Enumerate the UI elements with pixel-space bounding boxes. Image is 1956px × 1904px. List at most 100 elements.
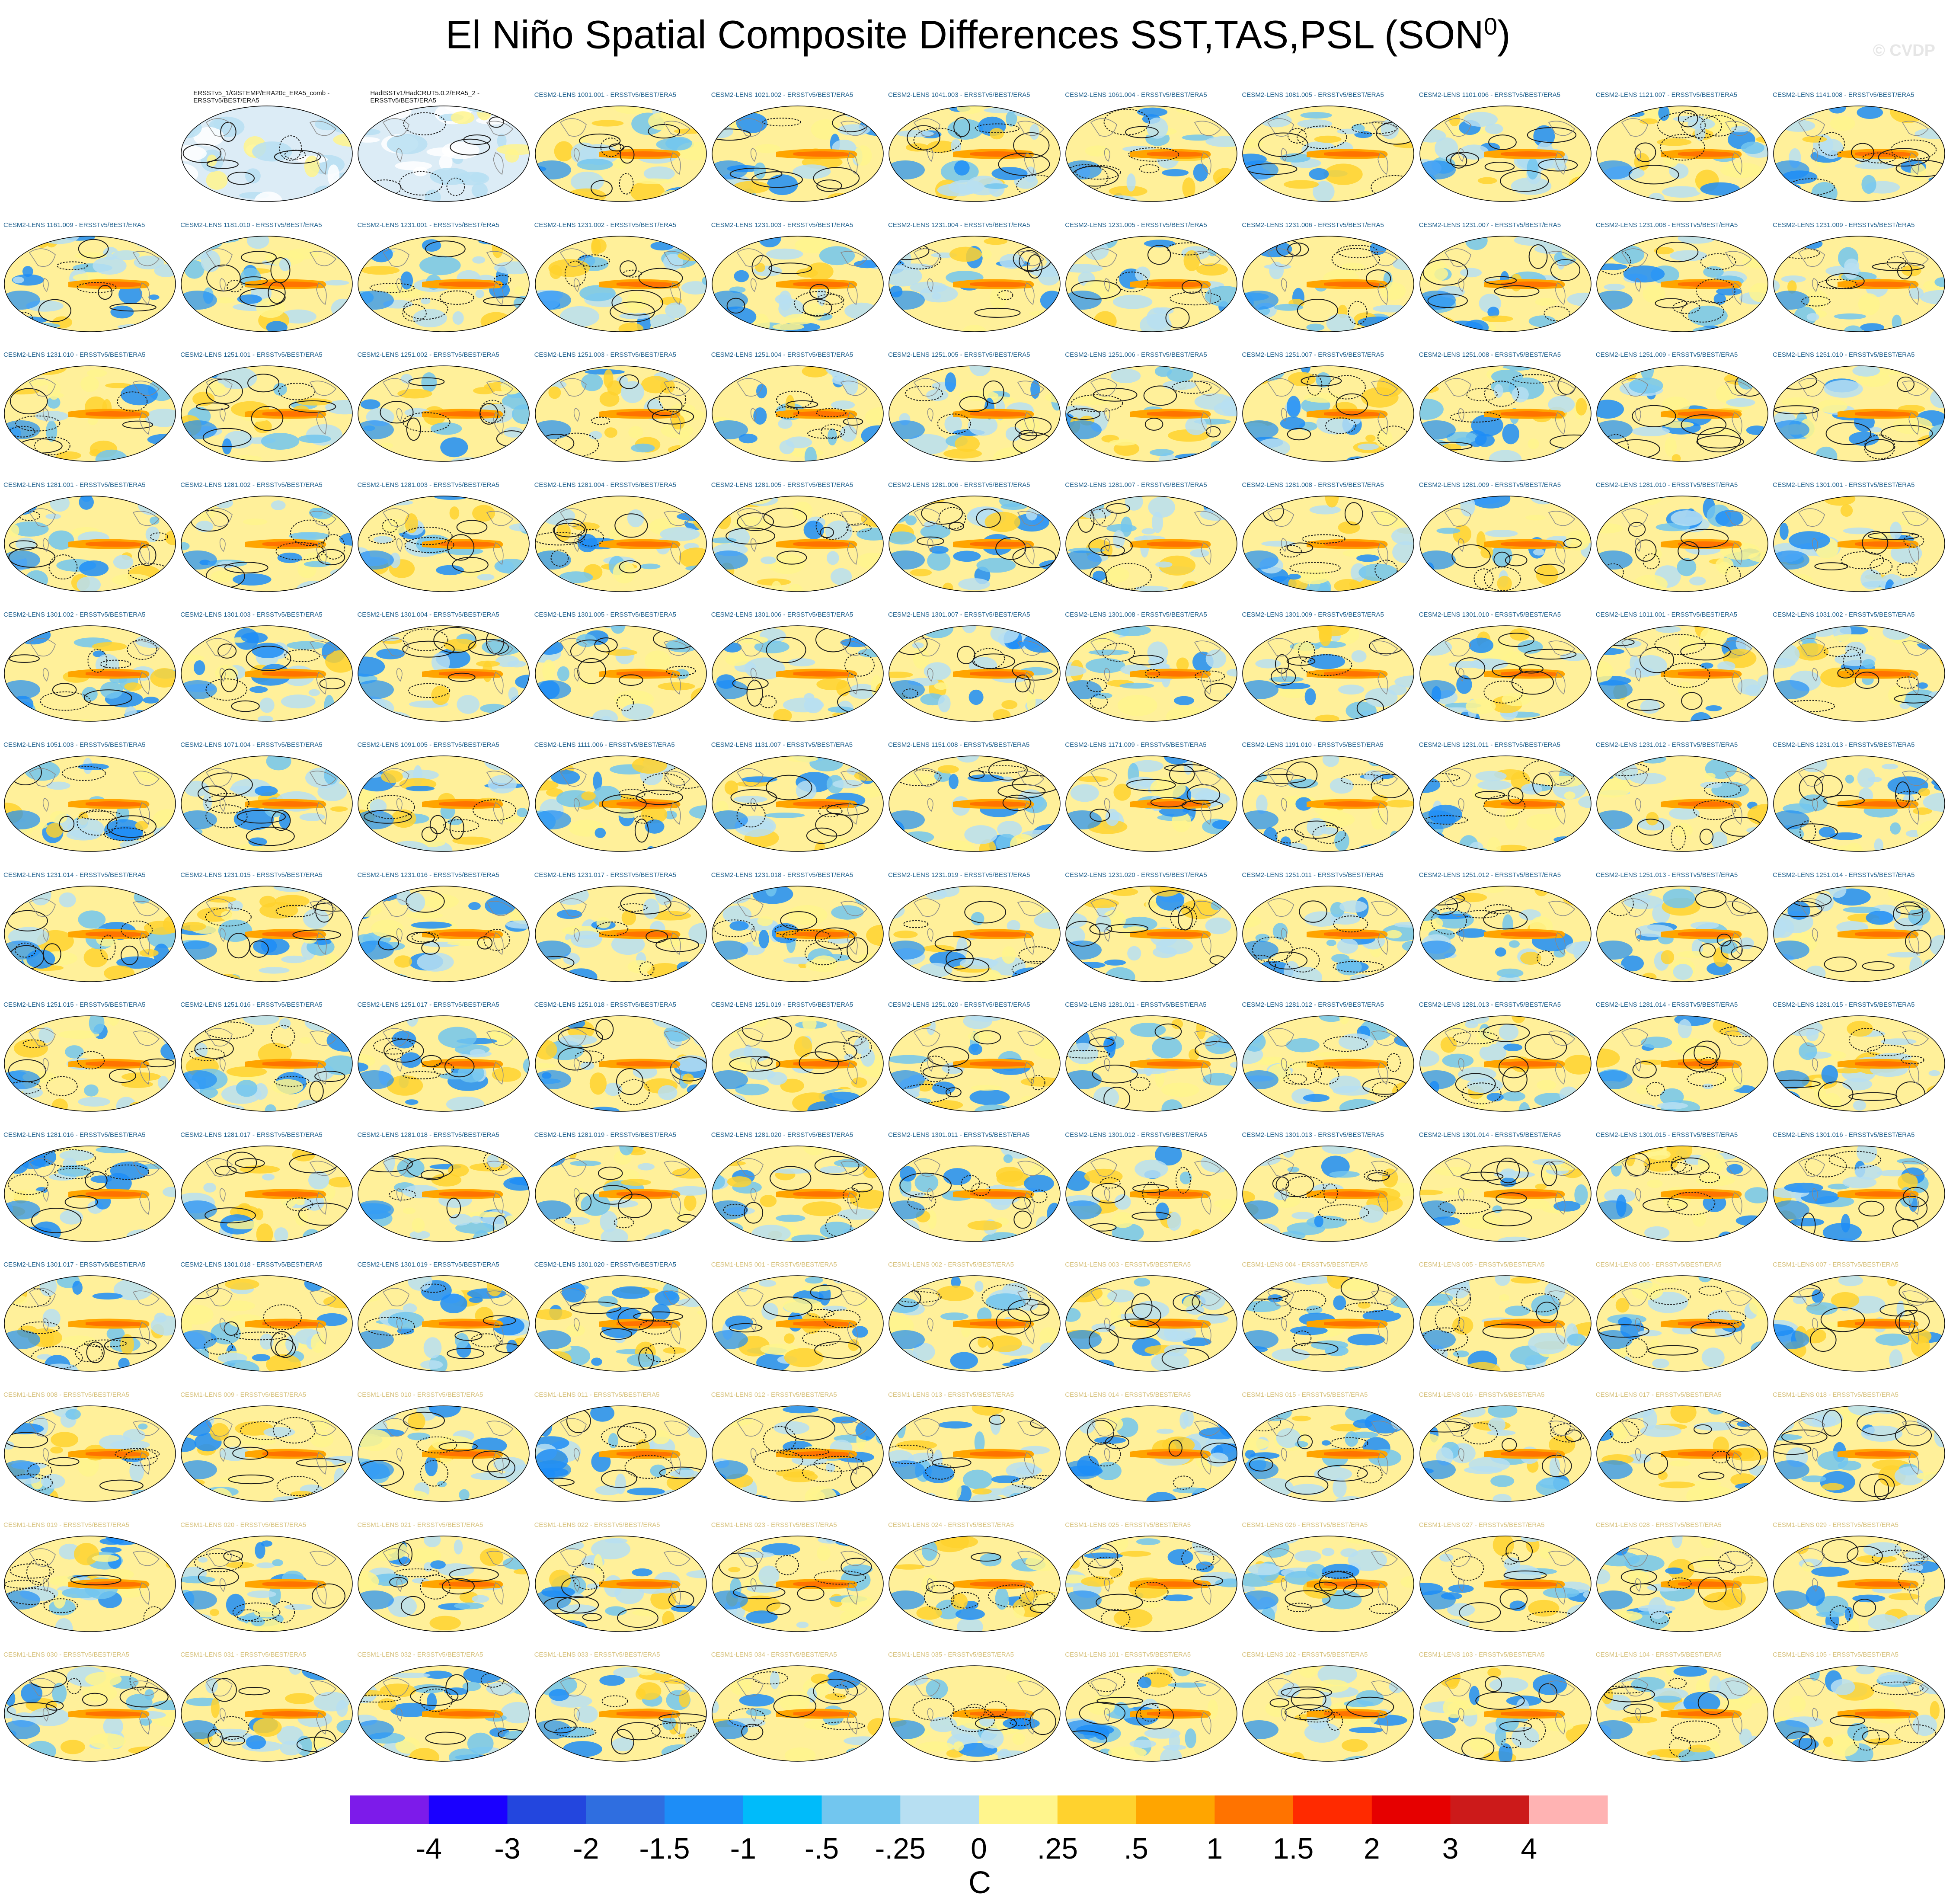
- panel-title: CESM1-LENS 002 - ERSSTv5/BEST/ERA5: [888, 1261, 1014, 1269]
- map-panel-10-2: [358, 1405, 530, 1502]
- panel-title: CESM2-LENS 1301.015 - ERSSTv5/BEST/ERA5: [1595, 1131, 1738, 1139]
- panel-title: CESM2-LENS 1231.017 - ERSSTv5/BEST/ERA5: [534, 871, 677, 879]
- panel-title: CESM2-LENS 1111.006 - ERSSTv5/BEST/ERA5: [534, 741, 675, 749]
- panel-title: CESM2-LENS 1281.009 - ERSSTv5/BEST/ERA5: [1419, 481, 1561, 489]
- map-panel-6-0: [4, 885, 176, 982]
- map-panel-8-9: [1596, 1146, 1768, 1242]
- map-panel-6-9: [1596, 885, 1768, 982]
- map-panel-0-6: [1065, 106, 1237, 202]
- map-panel-0-4: [712, 106, 884, 202]
- map-panel-4-2: [358, 625, 530, 722]
- map-panel-4-4: [712, 625, 884, 722]
- map-panel-5-9: [1596, 755, 1768, 852]
- panel-title: CESM2-LENS 1011.001 - ERSSTv5/BEST/ERA5: [1595, 611, 1738, 619]
- map-panel-5-5: [889, 755, 1061, 852]
- panel-title: CESM2-LENS 1061.004 - ERSSTv5/BEST/ERA5: [1065, 91, 1207, 99]
- colorbar-swatch: [1529, 1795, 1608, 1824]
- map-panel-6-2: [358, 885, 530, 982]
- panel-title: CESM2-LENS 1231.013 - ERSSTv5/BEST/ERA5: [1773, 741, 1915, 749]
- map-panel-1-6: [1065, 235, 1237, 332]
- map-panel-3-5: [889, 496, 1061, 592]
- map-panel-9-4: [712, 1275, 884, 1372]
- panel-title: CESM2-LENS 1101.006 - ERSSTv5/BEST/ERA5: [1419, 91, 1560, 99]
- panel-title: CESM2-LENS 1141.008 - ERSSTv5/BEST/ERA5: [1773, 91, 1914, 99]
- panel-title: CESM2-LENS 1301.017 - ERSSTv5/BEST/ERA5: [3, 1261, 146, 1269]
- panel-title: CESM1-LENS 019 - ERSSTv5/BEST/ERA5: [3, 1521, 129, 1529]
- colorbar-tick-label: -4: [416, 1832, 442, 1865]
- panel-title: CESM2-LENS 1301.007 - ERSSTv5/BEST/ERA5: [888, 611, 1030, 619]
- map-panel-12-0: [4, 1665, 176, 1762]
- map-panel-8-7: [1242, 1146, 1415, 1242]
- map-panel-10-9: [1596, 1405, 1768, 1502]
- map-panel-0-5: [889, 106, 1061, 202]
- panel-title: CESM2-LENS 1231.003 - ERSSTv5/BEST/ERA5: [711, 221, 853, 229]
- panel-title: CESM2-LENS 1231.007 - ERSSTv5/BEST/ERA5: [1419, 221, 1561, 229]
- panel-title: CESM2-LENS 1251.019 - ERSSTv5/BEST/ERA5: [711, 1001, 853, 1009]
- map-panel-9-6: [1065, 1275, 1237, 1372]
- panel-title: CESM2-LENS 1181.010 - ERSSTv5/BEST/ERA5: [180, 221, 322, 229]
- panel-title: CESM1-LENS 006 - ERSSTv5/BEST/ERA5: [1595, 1261, 1722, 1269]
- panel-title: CESM2-LENS 1281.010 - ERSSTv5/BEST/ERA5: [1595, 481, 1738, 489]
- map-panel-0-2: [358, 106, 530, 202]
- panel-title: CESM2-LENS 1231.015 - ERSSTv5/BEST/ERA5: [180, 871, 323, 879]
- panel-title: CESM1-LENS 014 - ERSSTv5/BEST/ERA5: [1065, 1391, 1191, 1398]
- map-panel-4-10: [1773, 625, 1945, 722]
- map-panel-2-3: [534, 365, 707, 462]
- colorbar-swatch: [350, 1795, 429, 1824]
- panel-title: CESM2-LENS 1301.020 - ERSSTv5/BEST/ERA5: [534, 1261, 677, 1269]
- map-panel-9-8: [1419, 1275, 1592, 1372]
- colorbar-swatch: [1293, 1795, 1372, 1824]
- map-panel-5-7: [1242, 755, 1415, 852]
- colorbar-swatch: [428, 1795, 508, 1824]
- panel-title: CESM2-LENS 1251.013 - ERSSTv5/BEST/ERA5: [1595, 871, 1738, 879]
- panel-title: CESM2-LENS 1281.007 - ERSSTv5/BEST/ERA5: [1065, 481, 1207, 489]
- panel-title: CESM2-LENS 1301.009 - ERSSTv5/BEST/ERA5: [1242, 611, 1384, 619]
- panel-title: CESM2-LENS 1231.006 - ERSSTv5/BEST/ERA5: [1242, 221, 1384, 229]
- map-panel-7-0: [4, 1015, 176, 1112]
- map-panel-10-0: [4, 1405, 176, 1502]
- panel-title: CESM2-LENS 1121.007 - ERSSTv5/BEST/ERA5: [1595, 91, 1738, 99]
- map-panel-11-0: [4, 1535, 176, 1632]
- panel-title: CESM1-LENS 033 - ERSSTv5/BEST/ERA5: [534, 1651, 660, 1659]
- panel-title: CESM2-LENS 1021.002 - ERSSTv5/BEST/ERA5: [711, 91, 853, 99]
- map-panel-8-8: [1419, 1146, 1592, 1242]
- panel-title: CESM2-LENS 1231.008 - ERSSTv5/BEST/ERA5: [1595, 221, 1738, 229]
- map-panel-2-0: [4, 365, 176, 462]
- map-panel-5-3: [534, 755, 707, 852]
- map-panel-1-10: [1773, 235, 1945, 332]
- map-panel-0-1: [181, 106, 353, 202]
- panel-title: CESM2-LENS 1231.009 - ERSSTv5/BEST/ERA5: [1773, 221, 1915, 229]
- panel-title: CESM2-LENS 1251.003 - ERSSTv5/BEST/ERA5: [534, 351, 677, 359]
- map-panel-7-2: [358, 1015, 530, 1112]
- map-panel-5-4: [712, 755, 884, 852]
- panel-title: CESM2-LENS 1281.008 - ERSSTv5/BEST/ERA5: [1242, 481, 1384, 489]
- panel-title: CESM2-LENS 1251.010 - ERSSTv5/BEST/ERA5: [1773, 351, 1915, 359]
- cvdp-watermark: © CVDP: [1873, 42, 1935, 60]
- panel-title: CESM1-LENS 104 - ERSSTv5/BEST/ERA5: [1595, 1651, 1722, 1659]
- panel-title: CESM2-LENS 1231.011 - ERSSTv5/BEST/ERA5: [1419, 741, 1560, 749]
- map-panel-7-6: [1065, 1015, 1237, 1112]
- map-panel-0-3: [534, 106, 707, 202]
- panel-title: CESM2-LENS 1281.015 - ERSSTv5/BEST/ERA5: [1773, 1001, 1915, 1009]
- map-panel-11-8: [1419, 1535, 1592, 1632]
- map-panel-11-1: [181, 1535, 353, 1632]
- panel-title: CESM2-LENS 1231.012 - ERSSTv5/BEST/ERA5: [1595, 741, 1738, 749]
- map-panel-8-0: [4, 1146, 176, 1242]
- panel-title: CESM1-LENS 013 - ERSSTv5/BEST/ERA5: [888, 1391, 1014, 1398]
- map-panel-10-6: [1065, 1405, 1237, 1502]
- panel-title: CESM2-LENS 1231.016 - ERSSTv5/BEST/ERA5: [357, 871, 499, 879]
- map-panel-2-6: [1065, 365, 1237, 462]
- colorbar-tick-label: 3: [1442, 1832, 1459, 1865]
- title-close-paren: ): [1497, 13, 1511, 57]
- panel-title: CESM1-LENS 018 - ERSSTv5/BEST/ERA5: [1773, 1391, 1898, 1398]
- colorbar-tick-label: 2: [1364, 1832, 1380, 1865]
- colorbar-swatch: [1450, 1795, 1529, 1824]
- map-panel-4-0: [4, 625, 176, 722]
- panel-title: CESM2-LENS 1301.014 - ERSSTv5/BEST/ERA5: [1419, 1131, 1561, 1139]
- map-panel-3-7: [1242, 496, 1415, 592]
- colorbar-tick-label: 1: [1206, 1832, 1223, 1865]
- map-panel-8-4: [712, 1146, 884, 1242]
- panel-title: CESM1-LENS 101 - ERSSTv5/BEST/ERA5: [1065, 1651, 1191, 1659]
- panel-title: CESM2-LENS 1281.018 - ERSSTv5/BEST/ERA5: [357, 1131, 499, 1139]
- map-panel-7-5: [889, 1015, 1061, 1112]
